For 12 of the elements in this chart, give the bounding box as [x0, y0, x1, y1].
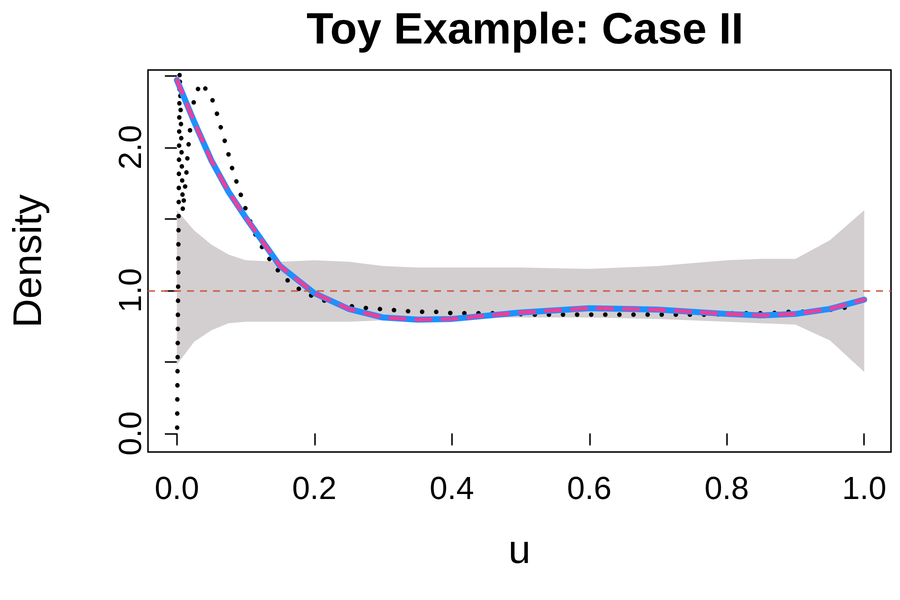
x-tick-label: 0.2	[292, 470, 337, 506]
x-tick-label: 0.8	[704, 470, 749, 506]
x-tick-label: 1.0	[842, 470, 886, 506]
x-tick-label: 0.0	[154, 470, 200, 506]
x-axis-title: u	[508, 528, 531, 572]
y-tick-label: 0.0	[112, 411, 148, 456]
x-tick-label: 0.4	[430, 470, 474, 506]
x-tick-label: 0.6	[567, 470, 612, 506]
y-tick-label: 2.0	[112, 125, 148, 170]
chart-title: Toy Example: Case II	[306, 4, 744, 54]
y-axis-title: Density	[6, 194, 50, 328]
y-tick-label: 1.0	[112, 268, 148, 313]
